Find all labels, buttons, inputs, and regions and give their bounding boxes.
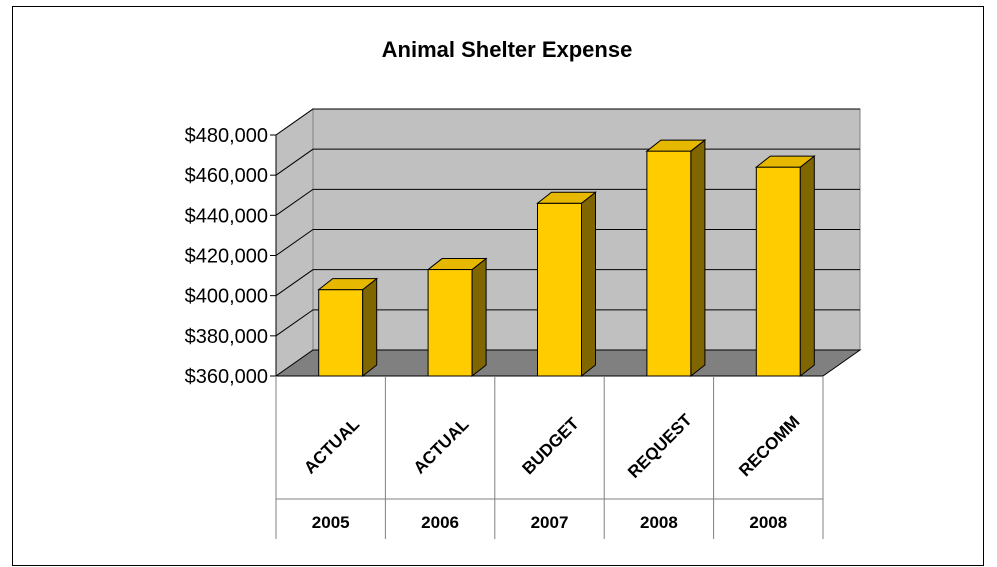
category-label: ACTUAL <box>410 415 473 478</box>
bar-4 <box>645 139 707 378</box>
year-label: 2008 <box>749 513 787 532</box>
bar-3 <box>536 191 597 378</box>
year-label: 2007 <box>531 513 569 532</box>
year-label: 2005 <box>312 513 350 532</box>
y-tick-label: $400,000 <box>185 286 268 308</box>
year-label: 2008 <box>640 513 678 532</box>
category-label: BUDGET <box>518 414 583 479</box>
chart-title: Animal Shelter Expense <box>382 37 633 62</box>
bars <box>317 139 816 378</box>
bar-side <box>690 139 706 378</box>
bar-side <box>581 191 596 378</box>
bar-front <box>537 202 582 377</box>
y-tick-label: $380,000 <box>185 326 268 348</box>
bar-front <box>318 289 364 377</box>
chart-svg: Animal Shelter Expense $360,000$380,000$… <box>185 37 862 539</box>
chart-frame: Animal Shelter Expense $360,000 $380,000 $… <box>12 6 984 566</box>
category-table: ACTUAL 2005 ACTUAL 2006 BUDGET 2007 REQUEST 200… <box>275 376 824 539</box>
bar-side <box>799 155 815 378</box>
bar-top <box>754 155 816 168</box>
year-label: 2006 <box>421 513 459 532</box>
bar-2 <box>426 257 488 378</box>
category-label: REQUEST <box>624 410 696 482</box>
bar-side <box>471 257 487 378</box>
category-label: ACTUAL <box>300 415 363 478</box>
category-label: RECOMM <box>735 412 803 480</box>
y-tick-label: $420,000 <box>185 246 268 268</box>
y-axis-tick-labels: $360,000 $380,000 $400,000 $420,000 $440,000… <box>185 125 268 388</box>
bar-front <box>755 166 801 377</box>
y-tick-label: $460,000 <box>185 165 268 187</box>
bar-side <box>362 277 378 378</box>
gridline <box>275 108 860 136</box>
bar-top <box>536 191 597 204</box>
bar-1 <box>317 277 379 378</box>
bar-front <box>427 269 473 377</box>
bar-top <box>645 139 707 152</box>
bar-top <box>426 258 488 271</box>
bar-top <box>317 278 379 291</box>
y-tick-label: $440,000 <box>185 205 268 227</box>
y-tick-label: $480,000 <box>185 125 268 147</box>
bar-5 <box>754 155 816 378</box>
y-tick-label: $360,000 <box>185 366 268 388</box>
bar-front <box>646 150 692 377</box>
